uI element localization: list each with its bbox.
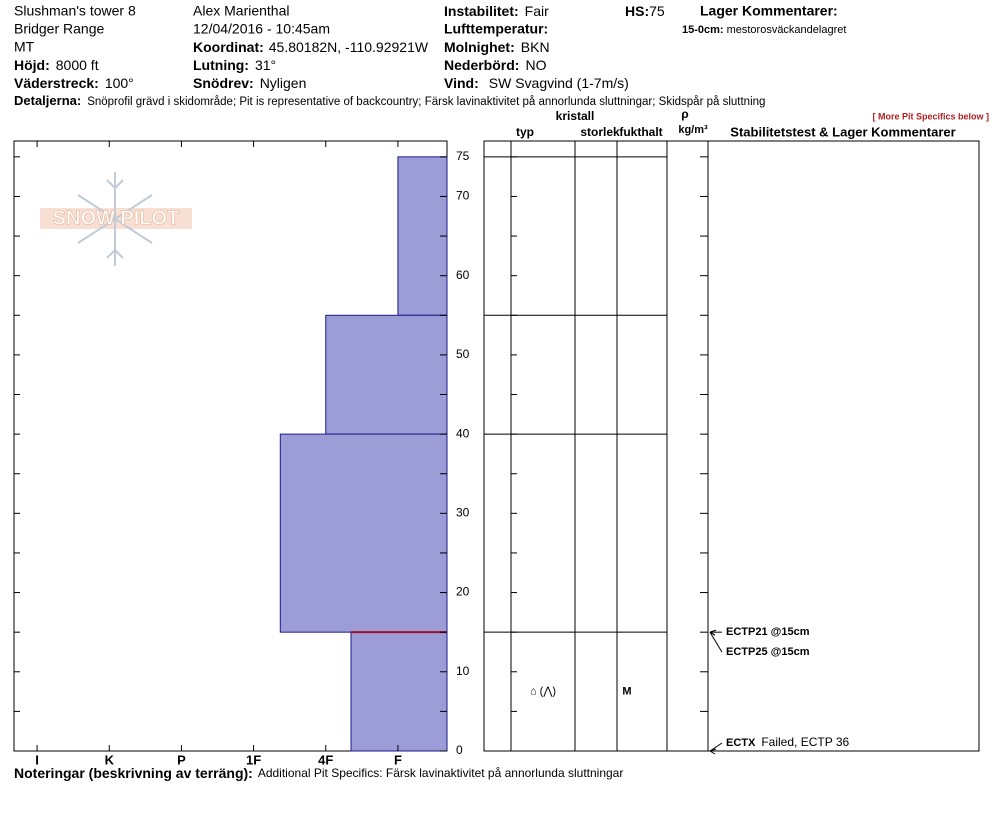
layer-comments-title: Lager Kommentarer: bbox=[700, 3, 838, 19]
value: Fair bbox=[525, 3, 549, 19]
x-tick-label: P bbox=[177, 752, 186, 767]
layer-comment: 15-0cm: mestorosväckandelagret bbox=[682, 24, 846, 36]
state: MT bbox=[14, 39, 35, 55]
crystal-type: ⌂ (⋀) bbox=[530, 685, 556, 697]
value: 31° bbox=[255, 57, 276, 73]
test-arrowhead bbox=[709, 748, 717, 755]
footer: Noteringar (beskrivning av terräng): Addi… bbox=[14, 765, 623, 781]
y-tick-label: 0 bbox=[456, 743, 463, 757]
y-tick-label: 30 bbox=[456, 506, 470, 520]
sky: Molnighet: BKN bbox=[444, 39, 550, 55]
x-tick-label: F bbox=[394, 752, 402, 767]
label: Väderstreck: bbox=[14, 75, 99, 91]
label: Noteringar (beskrivning av terräng): bbox=[14, 765, 253, 781]
details: Detaljerna: Snöprofil grävd i skidområde;… bbox=[14, 93, 765, 108]
column-header: kg/m³ bbox=[678, 124, 708, 136]
hs: HS:75 bbox=[625, 3, 665, 19]
more-link[interactable]: [ More Pit Specifics below ] bbox=[872, 111, 989, 121]
test-label: ECTP21 @15cm bbox=[726, 626, 810, 638]
hardness-bar bbox=[279, 433, 448, 633]
value: BKN bbox=[521, 39, 550, 55]
label: Nederbörd: bbox=[444, 57, 519, 73]
label: Snödrev: bbox=[193, 75, 254, 91]
wind-loading: Snödrev: Nyligen bbox=[193, 75, 306, 91]
column-header: storlek bbox=[580, 125, 620, 139]
value: Nyligen bbox=[260, 75, 307, 91]
label: 15-0cm: bbox=[682, 24, 724, 36]
value: SW Svagvind (1-7m/s) bbox=[489, 75, 629, 91]
column-header: ρ bbox=[681, 107, 688, 121]
label: Instabilitet: bbox=[444, 3, 519, 19]
y-tick-label: 70 bbox=[456, 189, 470, 203]
y-tick-label: 60 bbox=[456, 268, 470, 282]
x-tick-label: K bbox=[105, 752, 115, 767]
y-tick-label: 75 bbox=[456, 149, 470, 163]
test-arrow bbox=[709, 742, 723, 752]
label: Detaljerna: bbox=[14, 93, 81, 108]
label: Vind: bbox=[444, 75, 479, 91]
column-header: Stabilitetstest & Lager Kommentarer bbox=[730, 124, 955, 139]
test-result: ECTP21 @15cm bbox=[726, 626, 810, 638]
aspect: Väderstreck: 100° bbox=[14, 75, 134, 91]
y-tick-label: 40 bbox=[456, 426, 470, 440]
value: 75 bbox=[649, 3, 665, 19]
label: Molnighet: bbox=[444, 39, 515, 55]
value: Additional Pit Specifics: Färsk lavinakt… bbox=[258, 766, 624, 780]
value: NO bbox=[525, 57, 546, 73]
label: Koordinat: bbox=[193, 39, 264, 55]
precipitation: Nederbörd: NO bbox=[444, 57, 547, 73]
wind: Vind: SW Svagvind (1-7m/s) bbox=[444, 75, 629, 91]
column-header: typ bbox=[516, 125, 534, 139]
snowflake bbox=[77, 172, 153, 266]
air-temperature: Lufttemperatur: bbox=[444, 21, 548, 37]
hardness-bar bbox=[397, 156, 448, 316]
y-tick-label: 10 bbox=[456, 664, 470, 678]
range: Bridger Range bbox=[14, 21, 104, 37]
moisture: M bbox=[622, 685, 631, 697]
y-tick-label: 50 bbox=[456, 347, 470, 361]
value: 100° bbox=[105, 75, 134, 91]
slope: Lutning: 31° bbox=[193, 57, 276, 73]
test-label: ECTX bbox=[726, 737, 756, 749]
test-label: ECTP25 @15cm bbox=[726, 646, 810, 658]
label: Höjd: bbox=[14, 57, 50, 73]
test-note: Failed, ECTP 36 bbox=[761, 735, 849, 749]
value: mestorosväckandelagret bbox=[727, 24, 847, 36]
label: HS: bbox=[625, 3, 649, 19]
datetime: 12/04/2016 - 10:45am bbox=[193, 21, 330, 37]
coordinates: Koordinat: 45.80182N, -110.92921W bbox=[193, 39, 429, 55]
value: 8000 ft bbox=[56, 57, 99, 73]
label: Lutning: bbox=[193, 57, 249, 73]
test-result: ECTX Failed, ECTP 36 bbox=[726, 735, 849, 749]
x-tick-label: 1F bbox=[246, 752, 261, 767]
hardness-bar bbox=[325, 314, 448, 435]
value: Snöprofil grävd i skidområde; Pit is rep… bbox=[87, 96, 765, 108]
column-header: fukthalt bbox=[619, 125, 662, 139]
test-arrowhead bbox=[709, 629, 717, 636]
table-frame bbox=[483, 140, 980, 752]
site: Slushman's tower 8 bbox=[14, 3, 136, 19]
elevation: Höjd: 8000 ft bbox=[14, 57, 99, 73]
value: 45.80182N, -110.92921W bbox=[269, 39, 429, 55]
hardness-bar bbox=[350, 631, 448, 752]
logo-text: SNOW PILOT bbox=[53, 207, 180, 229]
logo: SNOW PILOT bbox=[40, 172, 192, 266]
column-lines bbox=[510, 141, 709, 751]
x-tick-label: 4F bbox=[318, 752, 333, 767]
observer: Alex Marienthal bbox=[193, 3, 290, 19]
y-tick-label: 20 bbox=[456, 585, 470, 599]
column-header: kristall bbox=[556, 109, 595, 123]
test-arrow bbox=[709, 631, 723, 653]
stability: Instabilitet: Fair bbox=[444, 3, 549, 19]
x-tick-label: I bbox=[35, 752, 39, 767]
test-result: ECTP25 @15cm bbox=[726, 646, 810, 658]
